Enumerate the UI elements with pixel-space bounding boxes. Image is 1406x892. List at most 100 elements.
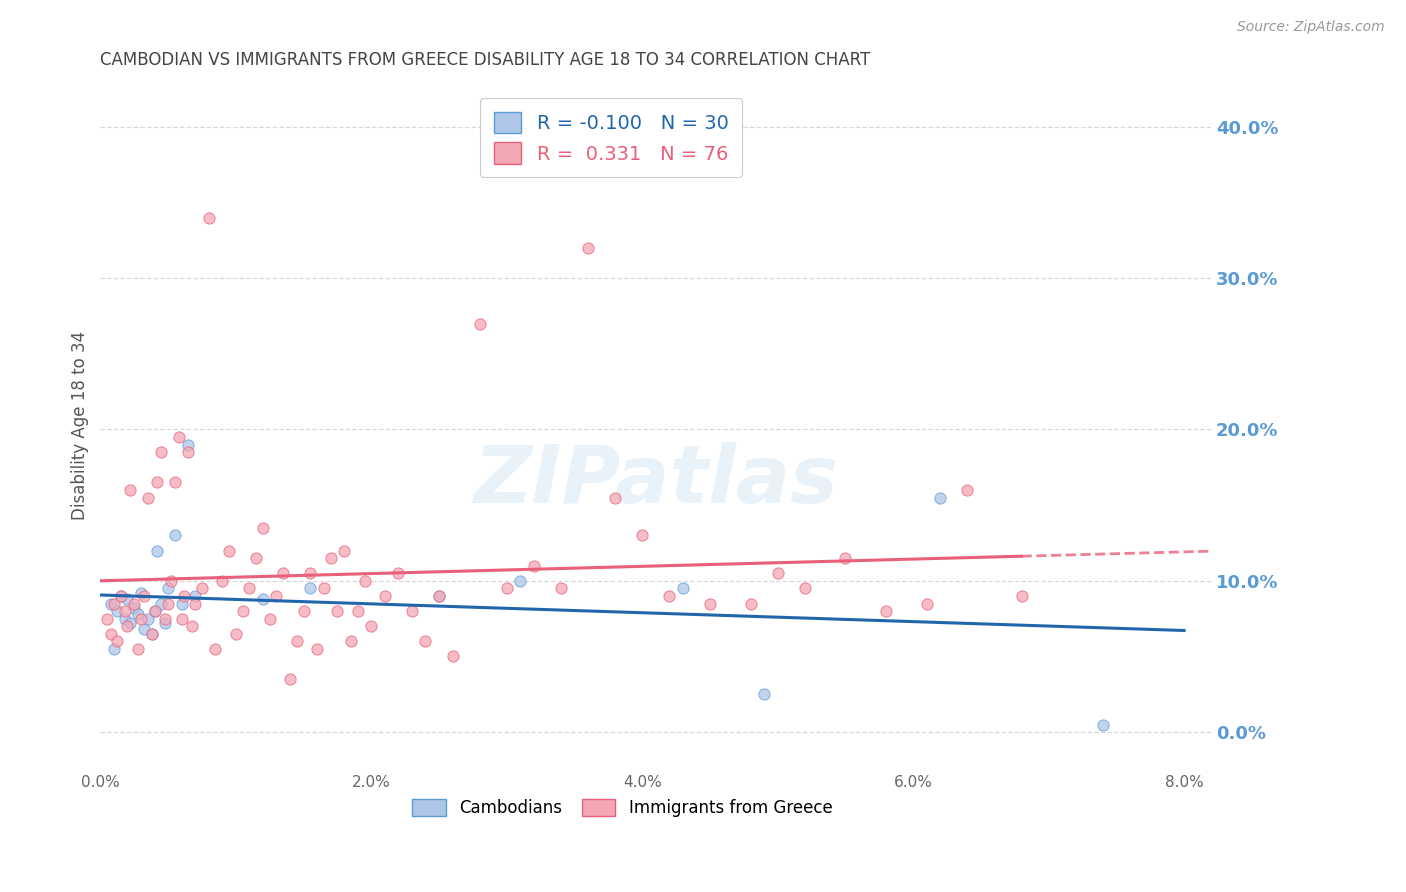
Point xyxy=(129,612,152,626)
Point xyxy=(114,604,136,618)
Point xyxy=(120,483,142,497)
Point xyxy=(441,649,464,664)
Point xyxy=(127,641,149,656)
Point xyxy=(752,687,775,701)
Point xyxy=(191,582,214,596)
Point xyxy=(141,627,163,641)
Point xyxy=(509,574,531,588)
Point xyxy=(114,612,136,626)
Point xyxy=(225,627,247,641)
Point xyxy=(122,597,145,611)
Point xyxy=(103,641,125,656)
Point xyxy=(252,591,274,606)
Point xyxy=(658,589,681,603)
Point xyxy=(132,622,155,636)
Point xyxy=(929,491,952,505)
Point xyxy=(245,551,267,566)
Point xyxy=(576,241,599,255)
Point xyxy=(177,445,200,459)
Point xyxy=(110,589,132,603)
Point xyxy=(181,619,204,633)
Text: Source: ZipAtlas.com: Source: ZipAtlas.com xyxy=(1237,20,1385,34)
Point xyxy=(834,551,856,566)
Point xyxy=(333,543,356,558)
Legend: Cambodians, Immigrants from Greece: Cambodians, Immigrants from Greece xyxy=(406,792,839,823)
Point xyxy=(259,612,281,626)
Point xyxy=(129,586,152,600)
Point xyxy=(127,607,149,621)
Point xyxy=(103,597,125,611)
Point xyxy=(117,619,139,633)
Y-axis label: Disability Age 18 to 34: Disability Age 18 to 34 xyxy=(72,331,89,520)
Point xyxy=(346,604,368,618)
Point xyxy=(184,589,207,603)
Point xyxy=(155,616,177,631)
Point xyxy=(105,604,128,618)
Point xyxy=(143,604,166,618)
Point xyxy=(143,604,166,618)
Point xyxy=(427,589,450,603)
Point xyxy=(374,589,396,603)
Point xyxy=(523,558,546,573)
Point xyxy=(415,634,437,648)
Point xyxy=(299,566,322,581)
Point xyxy=(266,589,288,603)
Point xyxy=(956,483,979,497)
Point xyxy=(117,591,139,606)
Point xyxy=(793,582,815,596)
Point xyxy=(299,582,322,596)
Point xyxy=(100,597,122,611)
Point xyxy=(1011,589,1033,603)
Point xyxy=(197,211,219,225)
Point xyxy=(170,612,193,626)
Point xyxy=(157,582,180,596)
Point xyxy=(672,582,695,596)
Point xyxy=(353,574,375,588)
Point xyxy=(110,589,132,603)
Text: CAMBODIAN VS IMMIGRANTS FROM GREECE DISABILITY AGE 18 TO 34 CORRELATION CHART: CAMBODIAN VS IMMIGRANTS FROM GREECE DISA… xyxy=(100,51,870,69)
Point xyxy=(163,475,186,490)
Point xyxy=(100,627,122,641)
Point xyxy=(136,612,159,626)
Point xyxy=(184,597,207,611)
Point xyxy=(170,597,193,611)
Point xyxy=(401,604,423,618)
Point xyxy=(307,641,329,656)
Point xyxy=(96,612,118,626)
Point xyxy=(285,634,308,648)
Point xyxy=(740,597,762,611)
Point xyxy=(232,604,254,618)
Point xyxy=(120,616,142,631)
Point xyxy=(204,641,226,656)
Point xyxy=(292,604,315,618)
Point xyxy=(146,543,169,558)
Point xyxy=(387,566,409,581)
Point xyxy=(875,604,897,618)
Point xyxy=(211,574,233,588)
Point xyxy=(326,604,349,618)
Point xyxy=(155,612,177,626)
Point xyxy=(271,566,294,581)
Point xyxy=(360,619,382,633)
Point xyxy=(278,672,301,686)
Point xyxy=(163,528,186,542)
Point xyxy=(159,574,181,588)
Point xyxy=(603,491,626,505)
Point xyxy=(146,475,169,490)
Point xyxy=(495,582,517,596)
Point xyxy=(122,601,145,615)
Text: ZIPatlas: ZIPatlas xyxy=(474,442,838,520)
Point xyxy=(340,634,363,648)
Point xyxy=(150,445,173,459)
Point xyxy=(238,582,260,596)
Point xyxy=(136,491,159,505)
Point xyxy=(132,589,155,603)
Point xyxy=(177,437,200,451)
Point xyxy=(105,634,128,648)
Point xyxy=(252,521,274,535)
Point xyxy=(550,582,572,596)
Point xyxy=(173,589,195,603)
Point xyxy=(631,528,654,542)
Point xyxy=(319,551,342,566)
Point xyxy=(915,597,938,611)
